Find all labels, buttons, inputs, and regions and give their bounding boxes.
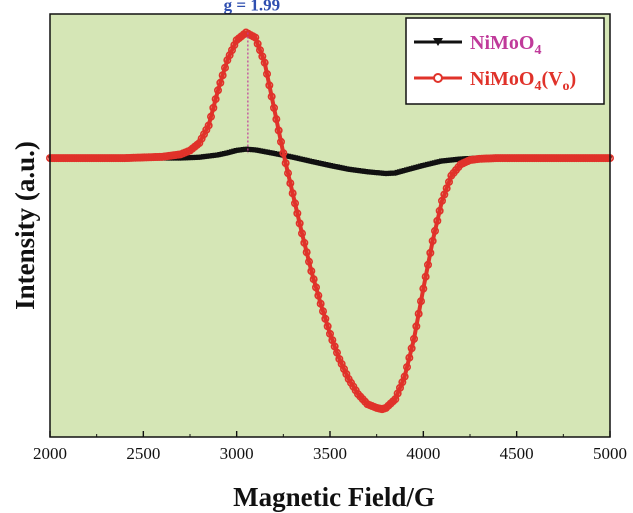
y-axis-title: Intensity (a.u.) — [10, 141, 40, 310]
x-tick-label: 3500 — [313, 444, 347, 463]
x-axis-ticks: 2000 2500 3000 3500 4000 4500 5000 — [33, 431, 627, 463]
data-point — [321, 314, 330, 323]
data-point — [216, 78, 225, 87]
data-point — [262, 69, 271, 78]
data-point — [421, 272, 430, 281]
data-point — [265, 81, 274, 90]
data-point — [323, 322, 332, 331]
data-point — [318, 307, 327, 316]
data-point — [412, 322, 421, 331]
data-point — [430, 226, 439, 235]
data-point — [304, 257, 313, 266]
data-point — [316, 299, 325, 308]
data-point — [416, 297, 425, 306]
g-value-annotation: g = 1.99 — [224, 0, 280, 15]
data-point — [295, 219, 304, 228]
data-point — [419, 284, 428, 293]
data-point — [281, 159, 290, 168]
data-point — [314, 291, 323, 300]
data-point — [290, 199, 299, 208]
legend-box — [405, 17, 605, 105]
data-point — [288, 189, 297, 198]
x-tick-label: 4000 — [406, 444, 440, 463]
data-point — [272, 115, 281, 124]
data-point — [311, 283, 320, 292]
data-point — [209, 103, 218, 112]
legend-marker — [433, 38, 443, 46]
legend-marker — [433, 73, 443, 83]
data-point — [207, 112, 216, 121]
data-point — [279, 149, 288, 158]
data-point — [409, 334, 418, 343]
data-point — [297, 229, 306, 238]
data-point — [283, 169, 292, 178]
legend-entry: NiMoO4 — [414, 32, 541, 58]
data-point — [309, 275, 318, 284]
x-tick-label: 4500 — [500, 444, 534, 463]
legend-entry: NiMoO4(Vo) — [414, 68, 576, 94]
data-point — [260, 58, 269, 67]
x-axis-title: Magnetic Field/G — [233, 482, 435, 512]
data-point — [274, 126, 283, 135]
legend-label: NiMoO4(Vo) — [470, 68, 576, 94]
data-point — [300, 238, 309, 247]
x-tick-label: 3000 — [220, 444, 254, 463]
annotation-layer: g = 1.99 — [224, 0, 280, 154]
data-point — [286, 179, 295, 188]
data-point — [423, 260, 432, 269]
x-tick-label: 2000 — [33, 444, 67, 463]
data-point — [221, 63, 230, 72]
data-point — [293, 209, 302, 218]
data-point — [435, 206, 444, 215]
legend-label: NiMoO4 — [470, 32, 541, 58]
data-point — [407, 344, 416, 353]
data-point — [214, 86, 223, 95]
data-point — [428, 236, 437, 245]
data-point — [433, 216, 442, 225]
data-point — [269, 103, 278, 112]
data-point — [400, 372, 409, 381]
data-point — [307, 267, 316, 276]
data-point — [402, 363, 411, 372]
data-point — [211, 95, 220, 104]
data-point — [414, 309, 423, 318]
data-point — [302, 248, 311, 257]
x-tick-label: 5000 — [593, 444, 627, 463]
data-point — [218, 71, 227, 80]
data-point — [405, 353, 414, 362]
x-tick-label: 2500 — [126, 444, 160, 463]
legend: NiMoO4 NiMoO4(Vo) — [405, 17, 605, 105]
data-point — [276, 137, 285, 146]
data-point — [204, 121, 213, 130]
data-point — [267, 92, 276, 101]
data-point — [426, 248, 435, 257]
